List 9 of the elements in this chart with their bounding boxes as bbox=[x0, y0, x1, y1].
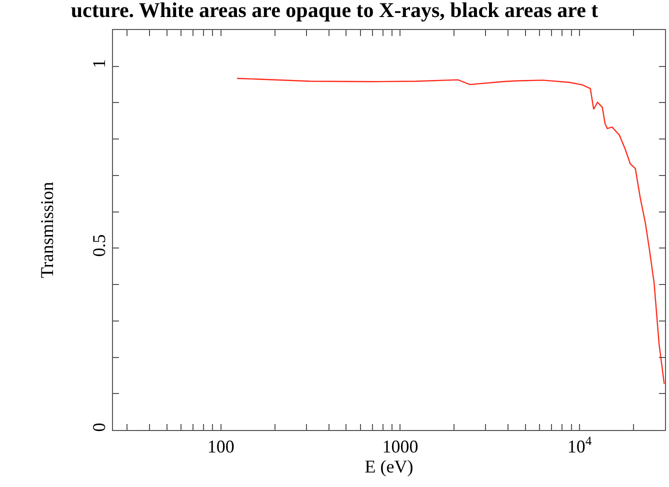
x-tick-label: 10$^{4}$ bbox=[567, 434, 592, 457]
x-axis-title: E (eV) bbox=[364, 456, 414, 477]
y-tick-label: 0 bbox=[88, 422, 109, 432]
x-tick-label: 1000 bbox=[382, 436, 418, 457]
y-axis-title: Transmission bbox=[37, 182, 57, 278]
x-tick-label: 100 bbox=[207, 436, 234, 457]
y-tick-label: 0.5 bbox=[88, 234, 109, 257]
chart-title: ucture. White areas are opaque to X-rays, black areas are t bbox=[70, 0, 598, 22]
y-tick-label: 1 bbox=[88, 59, 109, 68]
